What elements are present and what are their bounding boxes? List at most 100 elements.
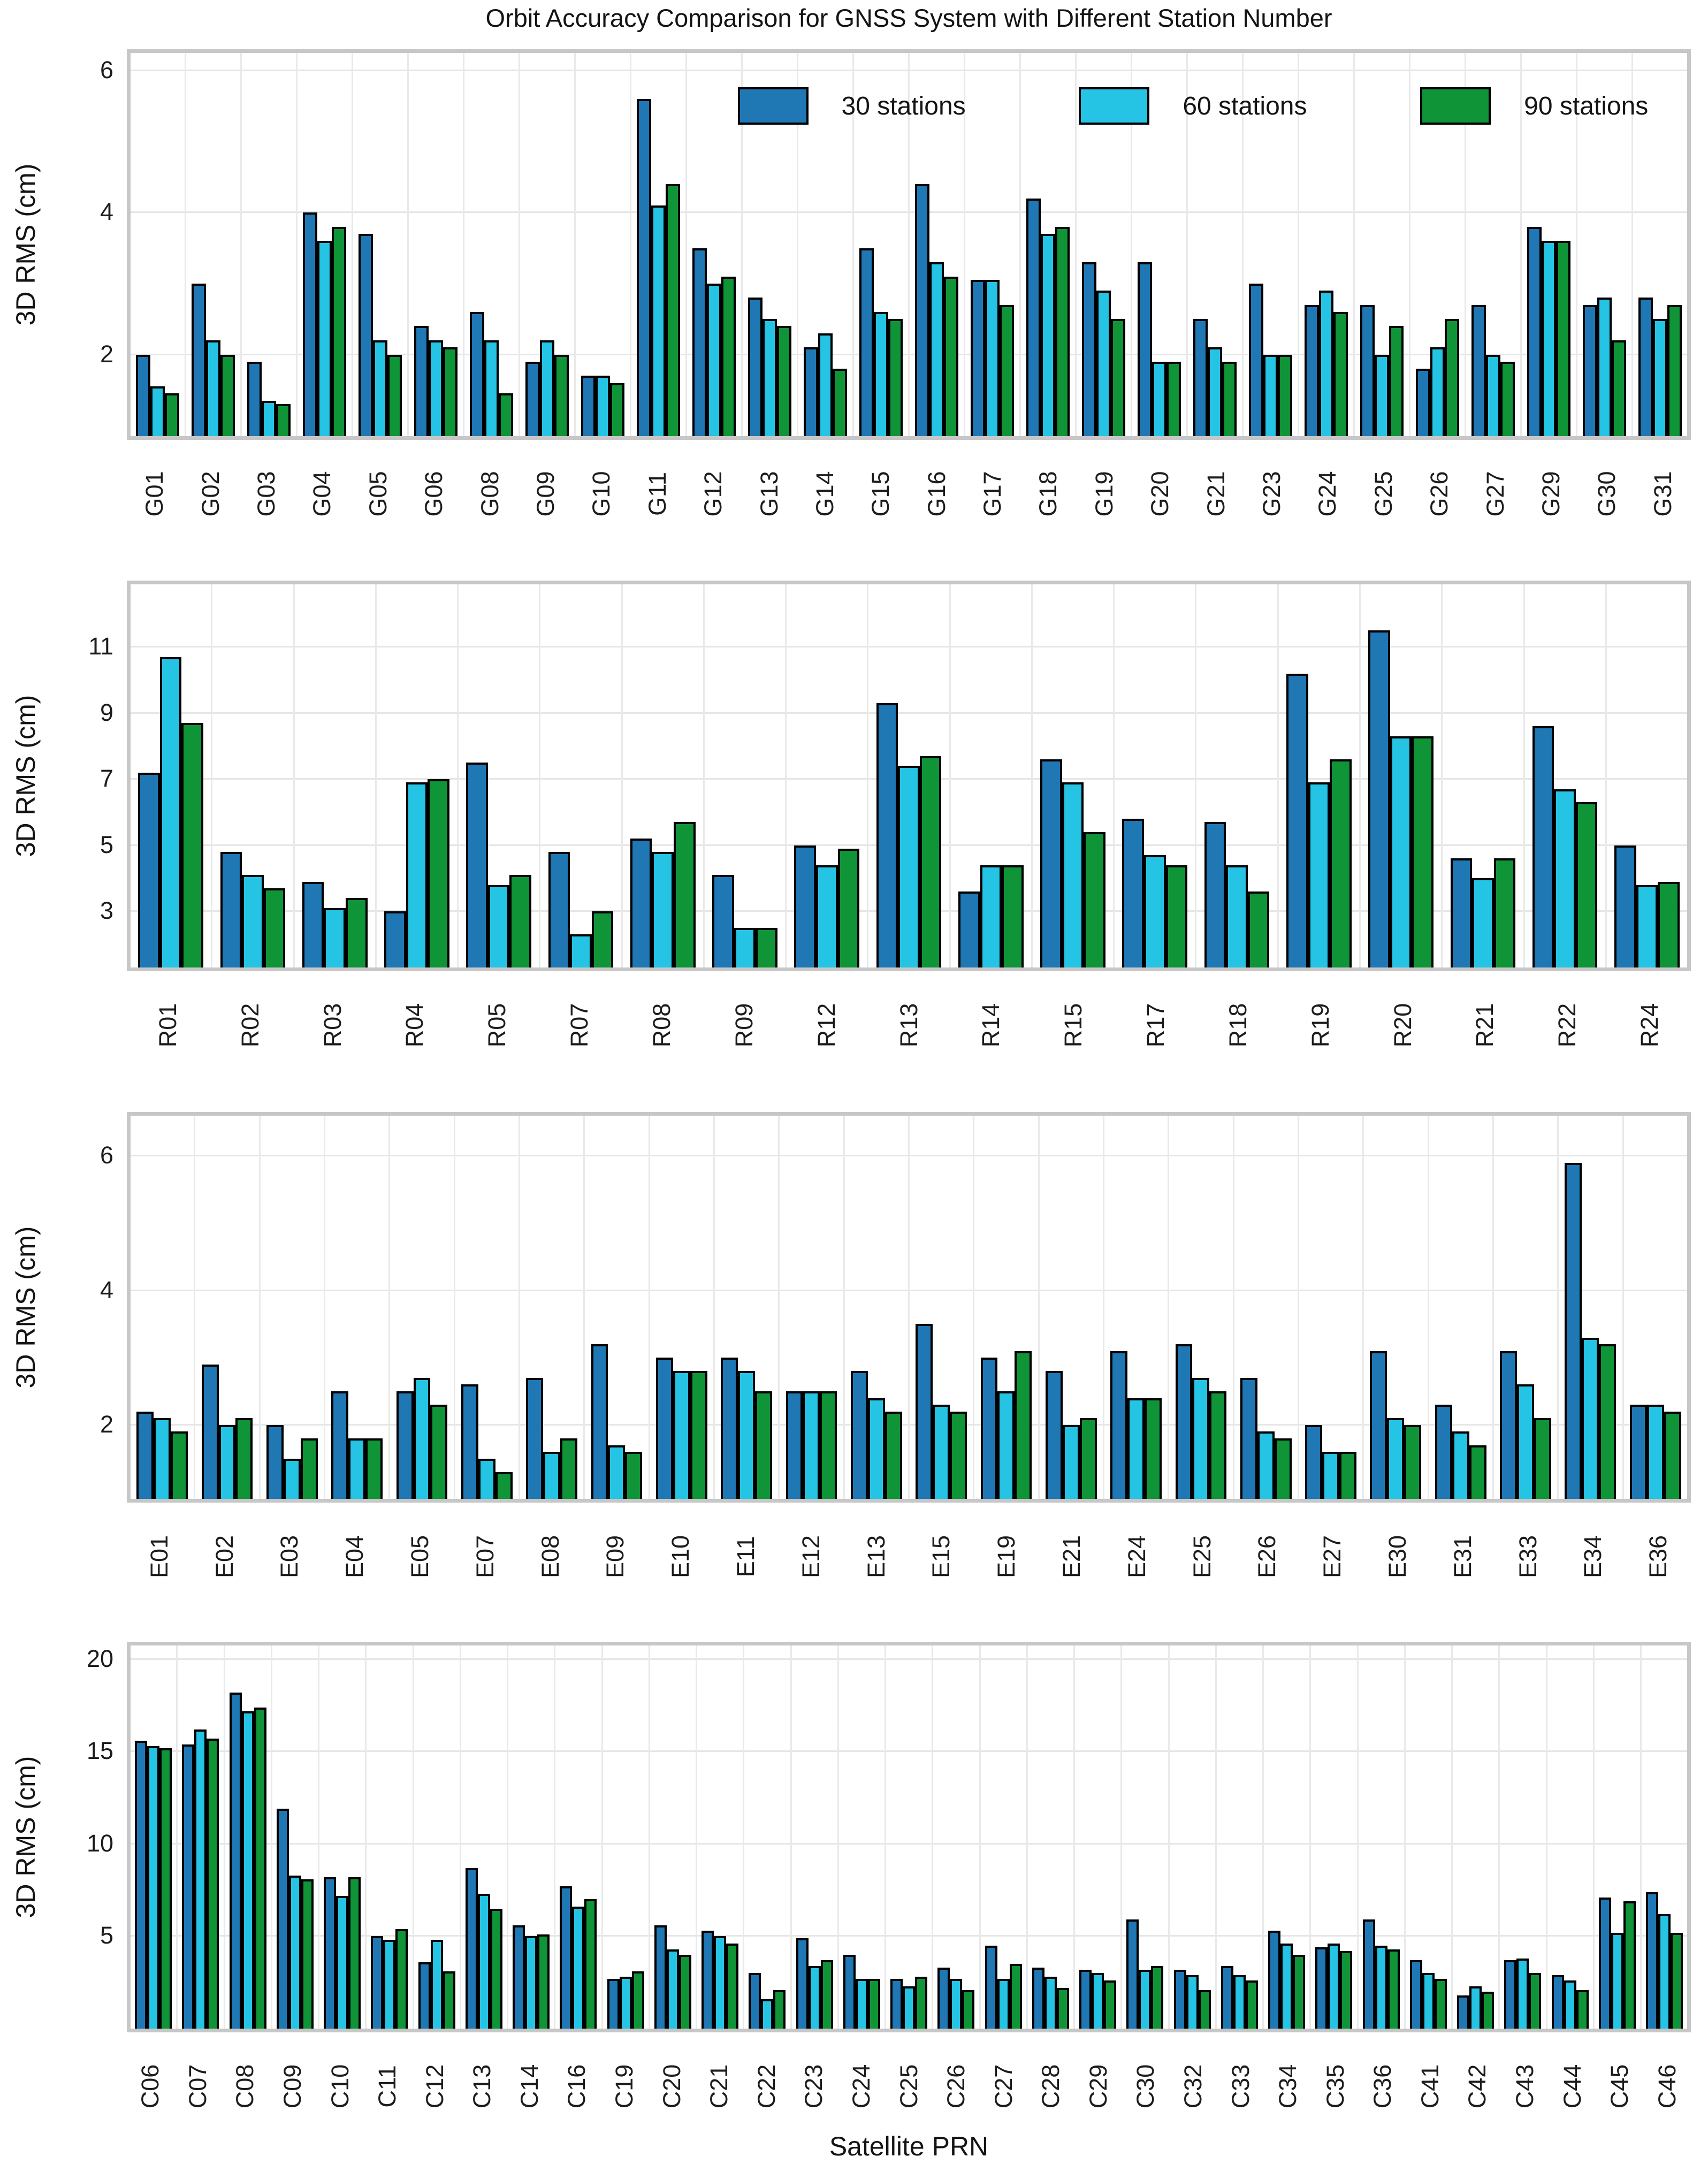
x-tick-label-C24: C24 <box>844 2036 879 2137</box>
bar-C11-30stations <box>371 1936 384 2029</box>
bar-group-G15 <box>852 53 908 436</box>
bar-group-E10 <box>648 1116 713 1499</box>
bar-E31-30stations <box>1435 1405 1452 1499</box>
x-tick-text: C41 <box>1416 2064 1444 2109</box>
x-tick-label-R04: R04 <box>398 974 432 1076</box>
bar-E02-60stations <box>218 1424 236 1499</box>
bar-group-G24 <box>1298 53 1353 436</box>
x-tick-text: C35 <box>1322 2064 1349 2109</box>
x-tick-text: E11 <box>732 1536 759 1578</box>
x-tick-text: G06 <box>420 471 447 517</box>
bar-R20-30stations <box>1368 630 1390 967</box>
bar-G25-60stations <box>1374 354 1390 436</box>
x-tick-text: C46 <box>1653 2064 1681 2109</box>
x-tick-text: G10 <box>588 471 615 517</box>
bar-C26-90stations <box>962 1990 975 2029</box>
x-tick-text: E31 <box>1449 1535 1476 1579</box>
bar-R14-60stations <box>980 865 1002 967</box>
bar-R02-30stations <box>220 851 242 967</box>
x-tick-text: C16 <box>563 2064 590 2109</box>
bar-C30-60stations <box>1139 1969 1152 2029</box>
bar-group-E11 <box>713 1116 778 1499</box>
bar-R24-30stations <box>1614 845 1636 967</box>
bar-E26-90stations <box>1274 1438 1292 1499</box>
bar-E12-30stations <box>786 1391 803 1499</box>
x-tick-text: G02 <box>197 471 224 517</box>
bar-G31-60stations <box>1652 319 1668 436</box>
x-tick-label-R01: R01 <box>151 974 185 1076</box>
x-tick-label-E04: E04 <box>338 1506 372 1607</box>
legend-swatch-60stations <box>1079 87 1150 125</box>
x-tick-label-E11: E11 <box>729 1506 763 1607</box>
x-tick-label-C09: C09 <box>276 2036 310 2137</box>
bar-R15-30stations <box>1040 759 1062 967</box>
bar-C29-30stations <box>1079 1969 1092 2029</box>
x-tick-text: C30 <box>1132 2064 1159 2109</box>
bar-group-C08 <box>223 1645 271 2029</box>
bar-G04-60stations <box>317 241 332 436</box>
bar-G02-30stations <box>191 283 206 436</box>
bar-G16-90stations <box>944 276 959 436</box>
bar-E26-30stations <box>1240 1377 1257 1499</box>
x-tick-label-G13: G13 <box>752 443 787 545</box>
x-tick-text: G25 <box>1370 471 1397 517</box>
x-tick-label-G05: G05 <box>361 443 395 545</box>
bar-group-R02 <box>211 584 293 967</box>
x-tick-text: R09 <box>730 1003 758 1048</box>
y-tick-label: 6 <box>100 56 113 83</box>
bar-E03-90stations <box>300 1438 318 1499</box>
bar-group-E27 <box>1297 1116 1362 1499</box>
x-tick-text: R14 <box>977 1003 1004 1048</box>
bar-R01-30stations <box>138 772 160 967</box>
bar-C34-90stations <box>1293 1954 1306 2029</box>
bar-R12-90stations <box>837 848 860 967</box>
bar-G01-60stations <box>150 386 165 436</box>
bar-E34-90stations <box>1599 1344 1616 1499</box>
bar-group-C16 <box>554 1645 601 2029</box>
bar-E34-60stations <box>1582 1337 1599 1499</box>
x-tick-text: C23 <box>800 2064 827 2109</box>
x-tick-label-R03: R03 <box>316 974 350 1076</box>
bar-group-C12 <box>412 1645 460 2029</box>
bar-R09-90stations <box>756 927 777 967</box>
bar-R13-90stations <box>919 756 942 967</box>
x-tick-text: C28 <box>1037 2064 1064 2109</box>
legend-label: 90 stations <box>1524 92 1649 120</box>
x-tick-label-C25: C25 <box>892 2036 926 2137</box>
bar-E25-60stations <box>1192 1377 1210 1499</box>
x-tick-label-C35: C35 <box>1318 2036 1353 2137</box>
bar-E03-60stations <box>283 1458 301 1499</box>
bar-group-E04 <box>323 1116 388 1499</box>
legend-label: 30 stations <box>841 92 966 120</box>
x-tick-label-R21: R21 <box>1468 974 1502 1076</box>
bar-C23-60stations <box>808 1965 821 2029</box>
x-tick-label-E05: E05 <box>403 1506 437 1607</box>
x-tick-label-G09: G09 <box>529 443 563 545</box>
x-tick-text: G16 <box>923 471 950 517</box>
x-tick-text: C09 <box>279 2064 306 2109</box>
x-tick-text: R19 <box>1307 1003 1334 1048</box>
bar-G21-30stations <box>1193 319 1208 436</box>
bar-E19-30stations <box>980 1358 998 1499</box>
bar-G27-90stations <box>1500 361 1515 436</box>
bar-groups <box>131 584 1687 967</box>
bar-R04-30stations <box>384 911 406 967</box>
bar-E36-60stations <box>1646 1405 1664 1499</box>
bar-R03-60stations <box>324 908 346 967</box>
bar-group-E24 <box>1102 1116 1168 1499</box>
legend-label: 60 stations <box>1183 92 1307 120</box>
bar-R18-60stations <box>1226 865 1248 967</box>
figure-title: Orbit Accuracy Comparison for GNSS Syste… <box>485 4 1332 32</box>
bar-group-E02 <box>194 1116 258 1499</box>
x-tick-label-E02: E02 <box>208 1506 242 1607</box>
bar-group-E33 <box>1492 1116 1557 1499</box>
bar-C42-30stations <box>1457 1995 1470 2029</box>
bar-C06-30stations <box>135 1740 148 2029</box>
bar-G04-30stations <box>302 212 317 436</box>
bar-G26-90stations <box>1445 319 1460 436</box>
bar-C08-60stations <box>241 1711 254 2029</box>
x-tick-text: G08 <box>476 471 504 517</box>
x-tick-label-G25: G25 <box>1367 443 1401 545</box>
bar-E08-30stations <box>526 1377 544 1499</box>
bar-R02-60stations <box>242 875 264 967</box>
